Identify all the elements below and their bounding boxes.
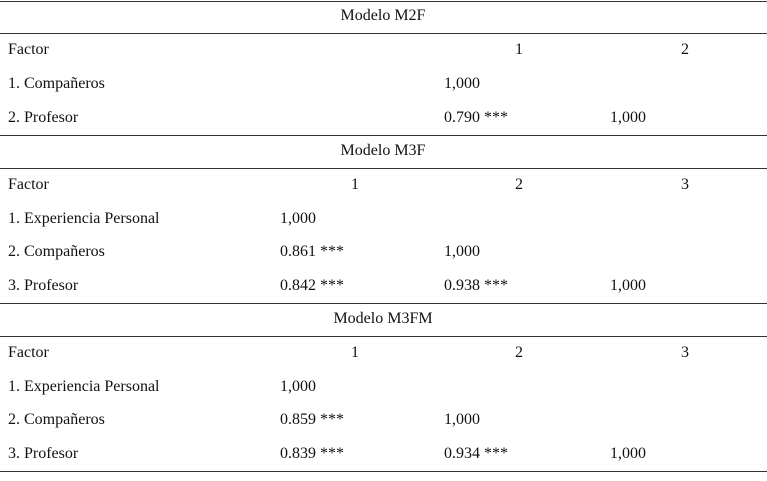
cell-value: 0.934 ***	[444, 445, 508, 462]
row-label: 1. Experiencia Personal	[8, 209, 160, 227]
table-rule	[0, 134, 767, 136]
cell-value: 1,000	[444, 411, 480, 429]
row-label: 2. Compañeros	[8, 243, 105, 261]
cell-value: 0.861 ***	[280, 243, 344, 261]
cell-value: 1,000	[280, 377, 316, 395]
table-rule	[0, 1, 767, 2]
cell-value: 1,000	[610, 276, 646, 294]
table-rule	[0, 167, 767, 169]
header-label: Factor	[8, 343, 49, 361]
header-column: 2	[515, 343, 523, 361]
cell-value: 1,000	[444, 75, 480, 92]
cell-value: 1,000	[610, 445, 646, 462]
header-column: 3	[681, 343, 689, 361]
table-rule	[0, 471, 767, 472]
cell-value: 1,000	[610, 108, 646, 126]
section-title: Modelo M2F	[340, 7, 426, 24]
header-label: Factor	[8, 41, 49, 58]
section-title: Modelo M3F	[340, 141, 426, 159]
cell-value: 1,000	[280, 209, 316, 227]
row-label: 2. Profesor	[8, 108, 79, 126]
header-column: 2	[681, 41, 689, 58]
header-column: 1	[351, 175, 359, 193]
table-rule	[0, 335, 767, 337]
cell-value: 0.938 ***	[444, 276, 508, 294]
header-column: 1	[351, 343, 359, 361]
row-label: 1. Experiencia Personal	[8, 377, 160, 395]
row-label: 3. Profesor	[8, 445, 79, 462]
header-label: Factor	[8, 175, 49, 193]
row-label: 1. Compañeros	[8, 75, 105, 92]
cell-value: 1,000	[444, 243, 480, 261]
cell-value: 0.790 ***	[444, 108, 508, 126]
table-rule	[0, 302, 767, 304]
cell-value: 0.859 ***	[280, 411, 344, 429]
header-column: 1	[515, 41, 523, 58]
header-column: 2	[515, 175, 523, 193]
row-label: 3. Profesor	[8, 276, 79, 294]
cell-value: 0.839 ***	[280, 445, 344, 462]
row-label: 2. Compañeros	[8, 411, 105, 429]
table-rule	[0, 33, 767, 34]
section-title: Modelo M3FM	[333, 309, 433, 327]
header-column: 3	[681, 175, 689, 193]
cell-value: 0.842 ***	[280, 276, 344, 294]
